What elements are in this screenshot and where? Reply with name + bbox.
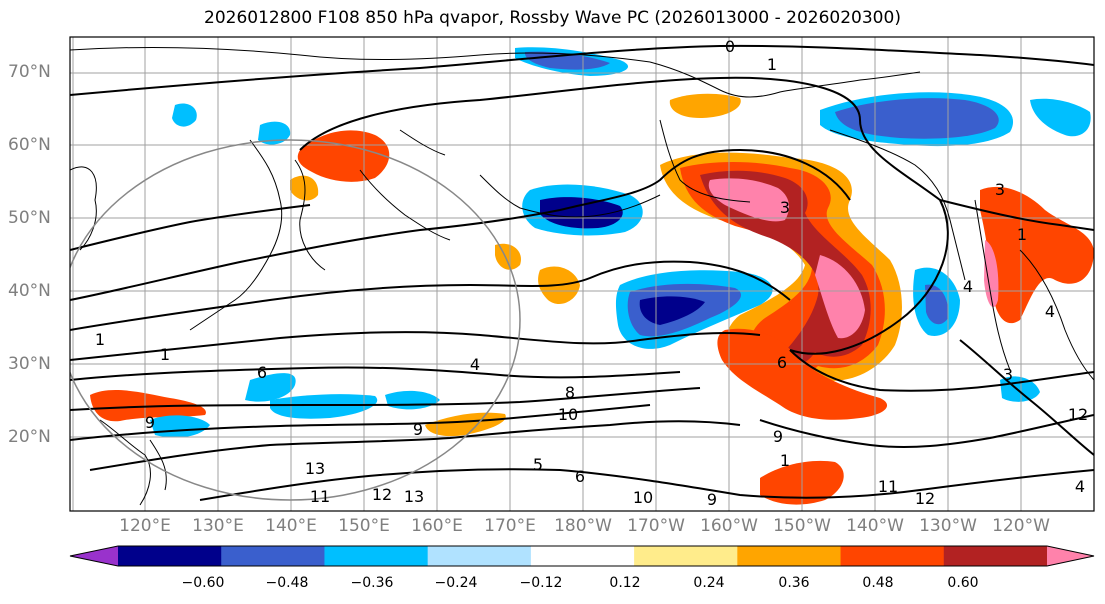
contour-label: 12	[915, 489, 935, 508]
colorbar-segment	[530, 546, 635, 566]
colorbar-segment	[118, 546, 222, 566]
contour-label: 13	[404, 487, 424, 506]
colorbar-segment	[221, 546, 325, 566]
colorbar-extend-max	[1047, 546, 1094, 566]
lon-label: 170°W	[627, 516, 685, 536]
contour-label: 4	[1075, 477, 1085, 496]
positive-anomaly-central-band	[425, 412, 506, 437]
positive-anomaly-gulf-max2	[815, 255, 865, 339]
lon-label: 140°E	[265, 516, 317, 536]
colorbar	[69, 545, 1095, 567]
contour-label: 3	[780, 198, 790, 217]
negative-anomaly-subtropics-west	[245, 373, 296, 402]
contour-label: 1	[160, 345, 170, 364]
lon-label: 130°W	[919, 516, 977, 536]
colorbar-tick-label: −0.36	[350, 575, 394, 591]
lon-label: 120°W	[992, 516, 1050, 536]
colorbar-extend-min	[70, 546, 118, 566]
contour-label: 3	[995, 180, 1005, 199]
colorbar-segment	[943, 546, 1048, 566]
negative-anomaly-gulf-small	[1030, 98, 1091, 137]
lat-label: 70°N	[8, 62, 51, 82]
contour-label: 3	[1003, 365, 1013, 384]
positive-anomaly-north-america-pink	[984, 240, 999, 308]
colorbar-segment	[634, 546, 738, 566]
contour-label: 9	[413, 420, 423, 439]
positive-anomaly-okhotsk-rim	[290, 175, 319, 201]
contour-label: 9	[707, 490, 717, 509]
map-frame	[69, 36, 1095, 512]
colorbar-tick-label: 0.24	[693, 575, 725, 591]
lon-label: 160°E	[411, 516, 463, 536]
contour-label: 12	[1068, 405, 1088, 424]
colorbar-segment	[427, 546, 532, 566]
contour-label: 6	[777, 353, 787, 372]
lat-label: 20°N	[8, 427, 51, 447]
negative-anomaly-japan-north	[258, 121, 291, 145]
lon-label: 150°E	[338, 516, 390, 536]
lon-label: 170°E	[484, 516, 536, 536]
colorbar-tick-label: −0.48	[265, 575, 309, 591]
positive-anomaly-sea-of-okhotsk	[297, 130, 390, 182]
negative-anomaly-bering-core	[540, 197, 623, 229]
contour-label: 9	[145, 413, 155, 432]
contour-label: 4	[1045, 302, 1055, 321]
contour-label: 6	[575, 467, 585, 486]
contour-label: 6	[257, 363, 267, 382]
shading-layer	[90, 47, 1094, 505]
negative-anomaly-canada-core	[835, 98, 999, 139]
contour-label: 10	[633, 488, 653, 507]
lon-label: 160°W	[700, 516, 758, 536]
lat-label: 30°N	[8, 354, 51, 374]
contour-label: 12	[372, 485, 392, 504]
contour-label: 11	[310, 487, 330, 506]
contour-label: 13	[305, 459, 325, 478]
negative-anomaly-east-china	[172, 103, 197, 127]
colorbar-tick-label: −0.60	[181, 575, 225, 591]
lat-label: 50°N	[8, 208, 51, 228]
contour-label: 4	[963, 277, 973, 296]
lon-label: 180°W	[554, 516, 612, 536]
contour-label: 1	[95, 330, 105, 349]
colorbar-tick-label: 0.48	[862, 575, 894, 591]
contour-label: 11	[878, 477, 898, 496]
colorbar-tick-label: −0.24	[434, 575, 478, 591]
negative-anomaly-subtropics-west2	[270, 394, 378, 419]
lon-label: 140°W	[846, 516, 904, 536]
positive-anomaly-gulf-dark	[700, 170, 871, 364]
contour-label: 1	[1017, 225, 1027, 244]
lon-label: 120°E	[119, 516, 171, 536]
positive-anomaly-alaska-north	[669, 93, 741, 118]
contour-lines	[70, 44, 1094, 501]
contour-label-group: 0 1 1 4 6 9 1 4 3 9 1 11 12 13 12 5 6 10…	[95, 37, 1088, 509]
pc-domain-circle	[70, 139, 521, 501]
negative-anomaly-west-coast-core	[925, 284, 949, 325]
map-title: 2026012800 F108 850 hPa qvapor, Rossby W…	[204, 8, 901, 28]
contour-label: 9	[773, 427, 783, 446]
positive-anomaly-north-america	[980, 186, 1094, 324]
colorbar-segment	[324, 546, 429, 566]
graticule	[70, 37, 1094, 511]
contour-label: 1	[767, 55, 777, 74]
lon-label: 150°W	[773, 516, 831, 536]
contour-label: 0	[725, 37, 735, 56]
lat-label: 60°N	[8, 135, 51, 155]
contour-label: 5	[533, 455, 543, 474]
colorbar-tick-label: 0.60	[947, 575, 979, 591]
colorbar-tick-label: 0.12	[609, 575, 641, 591]
contour-label: 10	[558, 405, 578, 424]
colorbar-tick-label: 0.36	[778, 575, 810, 591]
colorbar-tick-label: −0.12	[519, 575, 563, 591]
colorbar-segment	[840, 546, 945, 566]
lat-label: 40°N	[8, 281, 51, 301]
contour-label: 8	[565, 383, 575, 402]
colorbar-outline	[69, 545, 1095, 567]
lon-label: 130°E	[192, 516, 244, 536]
contour-label: 4	[470, 355, 480, 374]
colorbar-segment	[737, 546, 842, 566]
map-area: 0 1 1 4 6 9 1 4 3 9 1 11 12 13 12 5 6 10…	[70, 37, 1094, 511]
contour-label: 1	[780, 451, 790, 470]
